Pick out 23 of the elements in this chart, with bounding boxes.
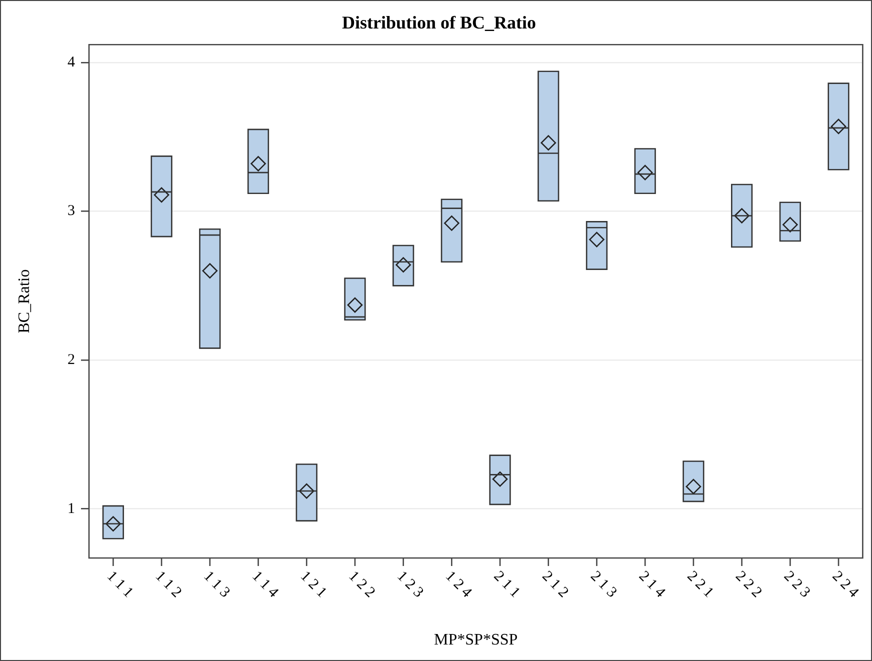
x-tick-label: 2 2 2	[732, 568, 765, 601]
x-tick-label: 2 1 1	[490, 568, 523, 601]
x-tick-label: 2 1 4	[635, 568, 668, 602]
x-tick-label: 1 2 2	[345, 568, 378, 601]
x-tick-label: 1 1 2	[152, 568, 184, 601]
y-axis-title: BC_Ratio	[16, 269, 33, 334]
y-tick-label: 2	[68, 352, 75, 368]
x-tick-label: 2 1 2	[538, 568, 572, 601]
x-tick-label: 1 1 3	[200, 568, 233, 601]
x-tick-label: 2 2 4	[828, 568, 862, 602]
x-tick-label: 1 2 1	[296, 568, 330, 601]
x-tick-label: 2 2 1	[684, 568, 716, 601]
x-tick-label: 1 1 1	[104, 568, 136, 601]
x-tick-label: 1 2 4	[442, 568, 475, 602]
y-tick-label: 4	[68, 54, 76, 70]
y-tick-label: 3	[68, 203, 75, 220]
y-tick-label: 1	[68, 500, 75, 517]
x-tick-label: 1 1 4	[248, 568, 282, 602]
x-tick-label: 1 2 3	[394, 568, 426, 601]
x-tick-label: 2 2 3	[780, 568, 814, 601]
x-tick-label: 2 1 3	[587, 568, 620, 601]
chart-title: Distribution of BC_Ratio	[342, 12, 536, 32]
x-axis-title: MP*SP*SSP	[434, 632, 518, 649]
